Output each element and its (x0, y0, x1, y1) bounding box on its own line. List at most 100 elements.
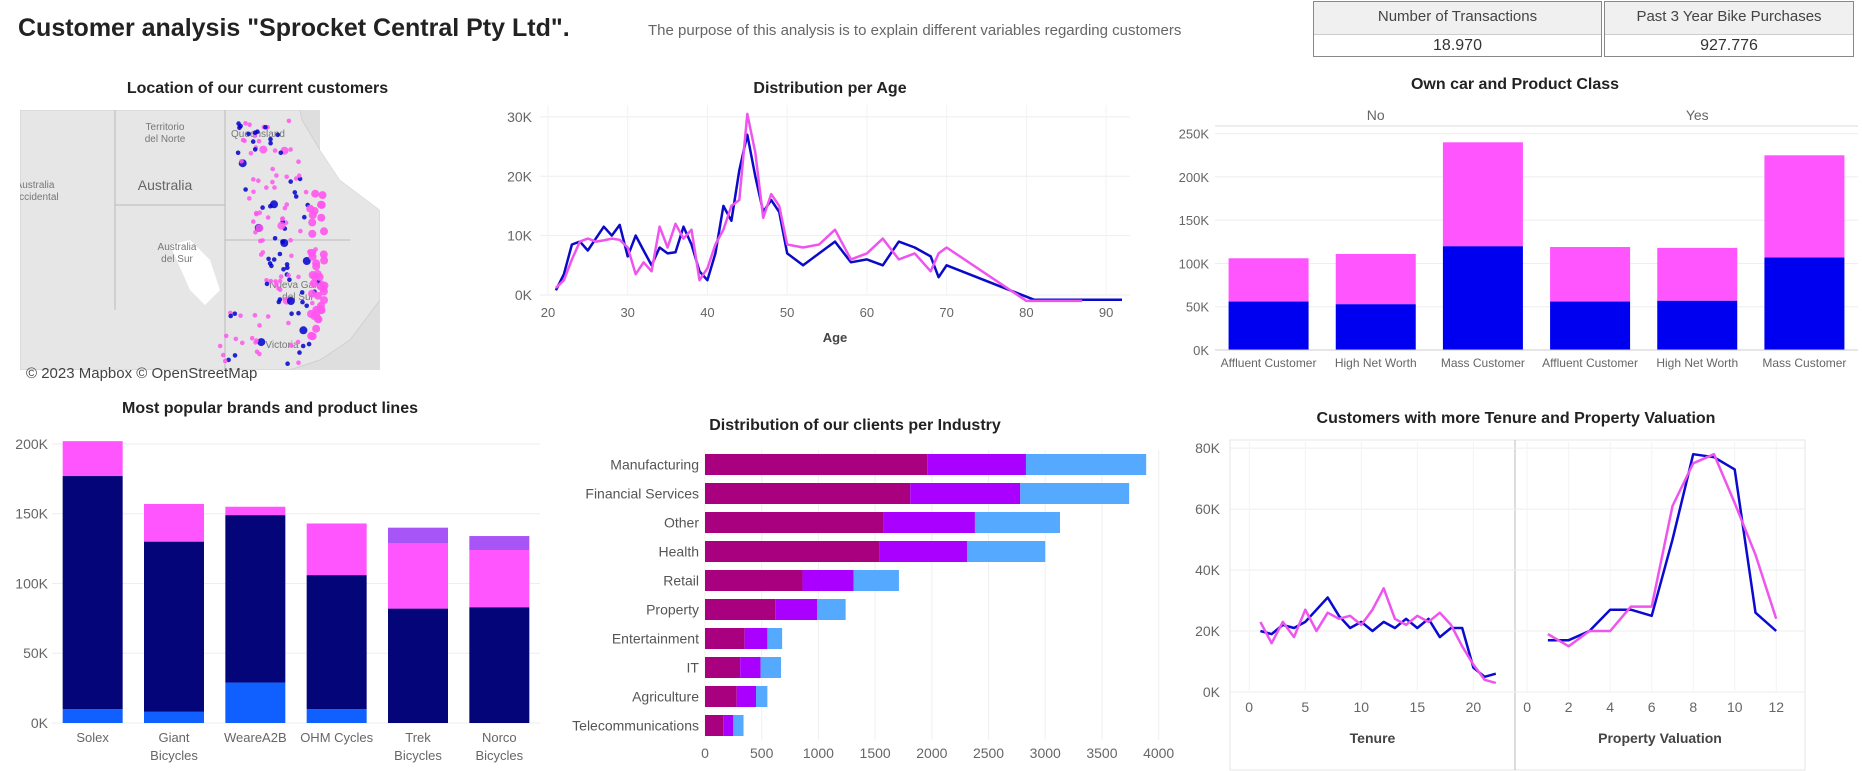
car-bar-segment[interactable] (1550, 247, 1631, 302)
brands-bar-segment[interactable] (306, 523, 367, 576)
brands-bar-segment[interactable] (469, 536, 530, 550)
map-point[interactable] (264, 278, 269, 283)
map-point[interactable] (289, 253, 294, 259)
map-point[interactable] (273, 279, 278, 284)
map-point[interactable] (314, 291, 322, 300)
map-point[interactable] (288, 147, 293, 152)
industry-bar-segment[interactable] (767, 628, 783, 649)
industry-bar-segment[interactable] (756, 686, 768, 707)
industry-bar-segment[interactable] (1025, 454, 1147, 475)
car-bar-segment[interactable] (1442, 142, 1523, 247)
map-point[interactable] (320, 227, 328, 236)
map-point[interactable] (299, 326, 308, 335)
map-point[interactable] (277, 221, 286, 230)
map-point[interactable] (277, 251, 283, 257)
map-point[interactable] (252, 147, 258, 152)
map-point[interactable] (302, 257, 311, 265)
map-point[interactable] (271, 257, 277, 262)
map-point[interactable] (308, 332, 317, 341)
industry-bar-segment[interactable] (705, 686, 737, 707)
industry-bar-segment[interactable] (879, 541, 967, 562)
map-point[interactable] (303, 189, 309, 195)
map-point[interactable] (285, 361, 290, 366)
map-point[interactable] (308, 271, 317, 279)
age-series-line[interactable] (555, 112, 1083, 303)
brands-bar-segment[interactable] (144, 541, 204, 712)
map-point[interactable] (311, 189, 320, 198)
car-bar-segment[interactable] (1335, 304, 1416, 350)
industry-bar-segment[interactable] (705, 599, 776, 620)
industry-bar-segment[interactable] (802, 570, 854, 591)
brands-bar-segment[interactable] (388, 608, 448, 723)
map-point[interactable] (317, 213, 326, 222)
map-point[interactable] (236, 121, 241, 126)
map-point[interactable] (281, 267, 286, 272)
map-point[interactable] (288, 343, 294, 348)
brands-bar-segment[interactable] (306, 709, 367, 723)
map-point[interactable] (296, 310, 301, 316)
industry-bar-segment[interactable] (705, 541, 880, 562)
map-point[interactable] (253, 230, 258, 235)
brands-bar-segment[interactable] (62, 441, 123, 477)
map-point[interactable] (248, 151, 254, 156)
map-point[interactable] (268, 278, 274, 284)
tenure-series-line[interactable] (1260, 596, 1497, 679)
map-point[interactable] (296, 360, 301, 365)
map-point[interactable] (260, 238, 265, 243)
map-point[interactable] (254, 338, 259, 343)
map-point[interactable] (280, 239, 285, 244)
map-point[interactable] (257, 323, 262, 328)
map-point[interactable] (320, 296, 328, 305)
industry-bar-segment[interactable] (910, 483, 1021, 504)
map-point[interactable] (296, 159, 301, 164)
map-point[interactable] (282, 205, 288, 211)
map-point[interactable] (309, 279, 318, 288)
industry-bar-segment[interactable] (705, 628, 745, 649)
brands-chart[interactable]: 0K 50K 100K 150K 200K Solex Giant Bicycles Weare… (10, 425, 550, 771)
map-point[interactable] (289, 311, 294, 316)
map-point[interactable] (247, 122, 252, 127)
map-point[interactable] (278, 274, 284, 279)
map-point[interactable] (308, 252, 317, 261)
map-point[interactable] (255, 224, 264, 233)
map-point[interactable] (222, 358, 228, 364)
map-point[interactable] (280, 216, 285, 222)
brands-bar-segment[interactable] (62, 476, 123, 710)
map-point[interactable] (251, 177, 256, 182)
brands-bar-segment[interactable] (469, 549, 530, 608)
map-point[interactable] (270, 179, 275, 185)
map-point[interactable] (235, 150, 241, 156)
map-point[interactable] (276, 286, 281, 291)
map-point[interactable] (286, 272, 291, 278)
brands-bar-segment[interactable] (62, 709, 123, 723)
map-point[interactable] (260, 205, 265, 210)
map-point[interactable] (319, 250, 328, 259)
industry-bar-segment[interactable] (883, 512, 975, 533)
map-point[interactable] (300, 343, 306, 349)
map-point[interactable] (295, 339, 301, 345)
map-point[interactable] (288, 237, 293, 243)
map-customer-points[interactable] (217, 118, 329, 366)
map-point[interactable] (268, 136, 273, 142)
map-point[interactable] (278, 150, 284, 156)
map-point[interactable] (302, 214, 307, 220)
brands-bar-segment[interactable] (225, 515, 286, 683)
map-point[interactable] (284, 262, 290, 267)
map-point[interactable] (274, 173, 279, 178)
industry-bar-segment[interactable] (974, 512, 1060, 533)
map-point[interactable] (257, 338, 266, 347)
map-point[interactable] (232, 311, 238, 316)
brands-bar-segment[interactable] (388, 543, 448, 609)
map-point[interactable] (270, 200, 278, 209)
brands-bar-segment[interactable] (144, 711, 204, 723)
tenure-series-line[interactable] (1259, 587, 1497, 685)
map-point[interactable] (251, 189, 256, 195)
map-point[interactable] (265, 215, 271, 220)
map-point[interactable] (304, 303, 310, 309)
industry-bar-segment[interactable] (705, 570, 803, 591)
industry-bar-segment[interactable] (760, 657, 781, 678)
map-point[interactable] (246, 131, 251, 137)
map-point[interactable] (228, 313, 233, 319)
industry-bar-segment[interactable] (775, 599, 818, 620)
map-point[interactable] (320, 256, 329, 265)
